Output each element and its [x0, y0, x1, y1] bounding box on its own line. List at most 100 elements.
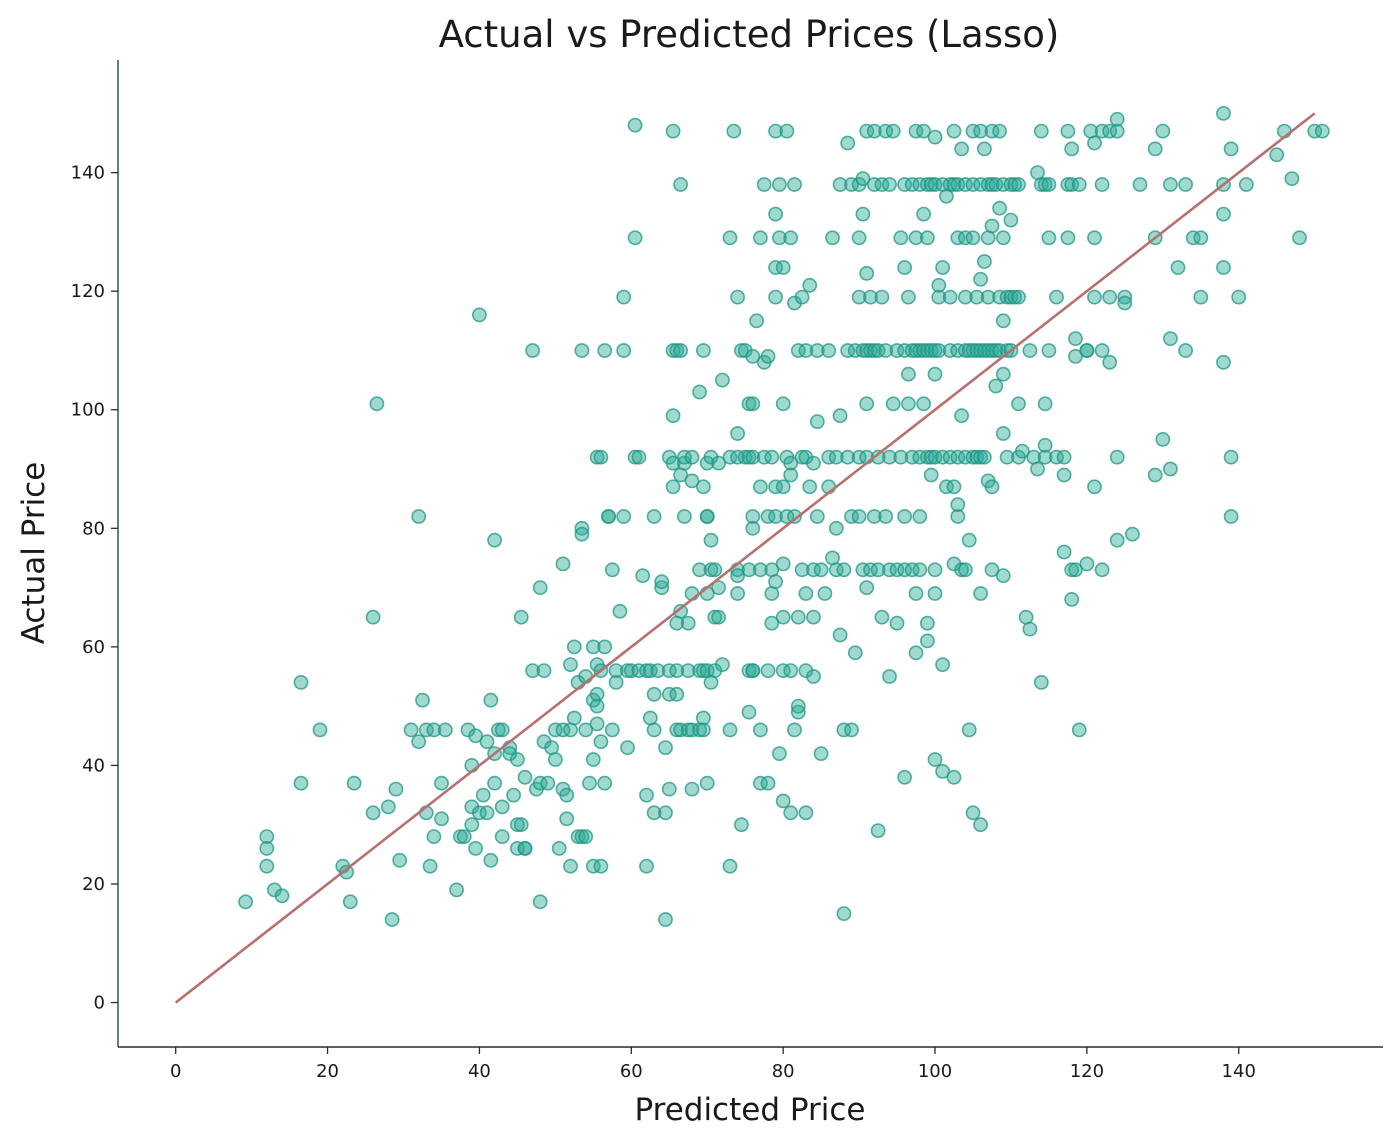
scatter-point	[946, 177, 962, 192]
scatter-point	[794, 289, 810, 305]
scatter-point	[658, 740, 673, 755]
scatter-point	[669, 722, 685, 738]
scatter-point	[578, 829, 594, 844]
scatter-point	[1216, 354, 1231, 370]
scatter-point	[1125, 526, 1140, 542]
scatter-point	[677, 449, 692, 465]
scatter-point	[715, 657, 730, 672]
scatter-point	[1003, 177, 1019, 192]
scatter-point	[794, 562, 810, 578]
scatter-point	[1117, 295, 1133, 311]
scatter-point	[1087, 135, 1102, 151]
scatter-point	[422, 858, 438, 874]
scatter-point	[768, 479, 783, 495]
scatter-point	[806, 455, 821, 471]
scatter-point	[1087, 230, 1102, 246]
scatter-point	[821, 449, 837, 465]
scatter-point	[912, 449, 928, 465]
scatter-point	[851, 449, 867, 465]
scatter-point	[859, 343, 875, 358]
scatter-point	[923, 343, 939, 358]
scatter-point	[1216, 260, 1231, 275]
scatter-point	[836, 906, 852, 921]
scatter-point	[1109, 111, 1125, 127]
scatter-point	[1033, 675, 1049, 690]
scatter-point	[806, 609, 821, 625]
scatter-point	[741, 663, 757, 678]
scatter-point	[821, 343, 837, 358]
scatter-point	[935, 764, 950, 779]
scatter-point	[847, 343, 863, 358]
x-tick-label: 40	[468, 1061, 491, 1082]
scatter-point	[783, 455, 799, 471]
scatter-point	[1056, 544, 1072, 560]
scatter-point	[920, 449, 935, 465]
scatter-point	[665, 123, 681, 139]
scatter-point	[525, 663, 540, 678]
scatter-point	[426, 722, 442, 738]
scatter-point	[859, 580, 875, 595]
scatter-point	[995, 230, 1011, 246]
scatter-point	[768, 260, 783, 275]
scatter-point	[942, 449, 958, 465]
scatter-point	[665, 455, 681, 471]
scatter-point	[923, 467, 939, 483]
scatter-point	[468, 841, 483, 856]
scatter-point	[908, 343, 924, 358]
scatter-point	[1109, 123, 1125, 139]
scatter-point	[988, 378, 1004, 394]
scatter-point	[418, 722, 434, 738]
x-tick-label: 80	[772, 1061, 795, 1082]
scatter-point	[703, 532, 719, 548]
scatter-point	[980, 289, 996, 305]
scatter-point	[904, 562, 920, 578]
scatter-point	[456, 829, 472, 844]
scatter-point	[942, 177, 958, 192]
scatter-point	[870, 823, 886, 838]
x-axis-ticks: 0 20 40 60 80 100 120 140	[170, 1047, 1256, 1082]
scatter-point	[745, 396, 761, 412]
scatter-point	[342, 894, 358, 910]
scatter-point	[388, 781, 404, 797]
scatter-point	[346, 775, 362, 791]
scatter-point	[885, 396, 901, 412]
scatter-point	[844, 722, 859, 738]
scatter-point	[927, 343, 943, 358]
scatter-point	[912, 177, 928, 192]
scatter-point	[559, 811, 575, 827]
scatter-point	[984, 479, 1000, 495]
scatter-point	[768, 289, 783, 305]
scatter-point	[639, 858, 654, 874]
scatter-point	[756, 177, 772, 192]
scatter-point	[1079, 343, 1095, 358]
scatter-point	[775, 663, 791, 678]
scatter-point	[889, 615, 905, 631]
scatter-point	[570, 829, 586, 844]
scatter-point	[513, 609, 529, 625]
scatter-point	[1231, 289, 1247, 305]
scatter-point	[259, 841, 275, 856]
scatter-point	[984, 562, 1000, 578]
scatter-point	[1147, 141, 1163, 157]
scatter-point	[787, 177, 802, 192]
scatter-point	[1269, 147, 1285, 163]
scatter-point	[756, 449, 772, 465]
scatter-point	[878, 509, 894, 524]
scatter-point	[977, 343, 992, 358]
scatter-point	[510, 841, 525, 856]
scatter-point	[908, 123, 924, 139]
scatter-point	[468, 728, 483, 744]
scatter-point	[548, 752, 563, 767]
scatter-point	[794, 449, 810, 465]
scatter-point	[1087, 289, 1102, 305]
scatter-point	[627, 230, 643, 246]
scatter-point	[870, 562, 886, 578]
scatter-point	[711, 609, 726, 625]
scatter-point	[585, 858, 601, 874]
scatter-point	[1011, 289, 1026, 305]
scatter-point	[1003, 289, 1019, 305]
scatter-point	[927, 177, 943, 192]
scatter-point	[863, 289, 878, 305]
scatter-point	[730, 449, 745, 465]
scatter-point	[954, 141, 969, 157]
